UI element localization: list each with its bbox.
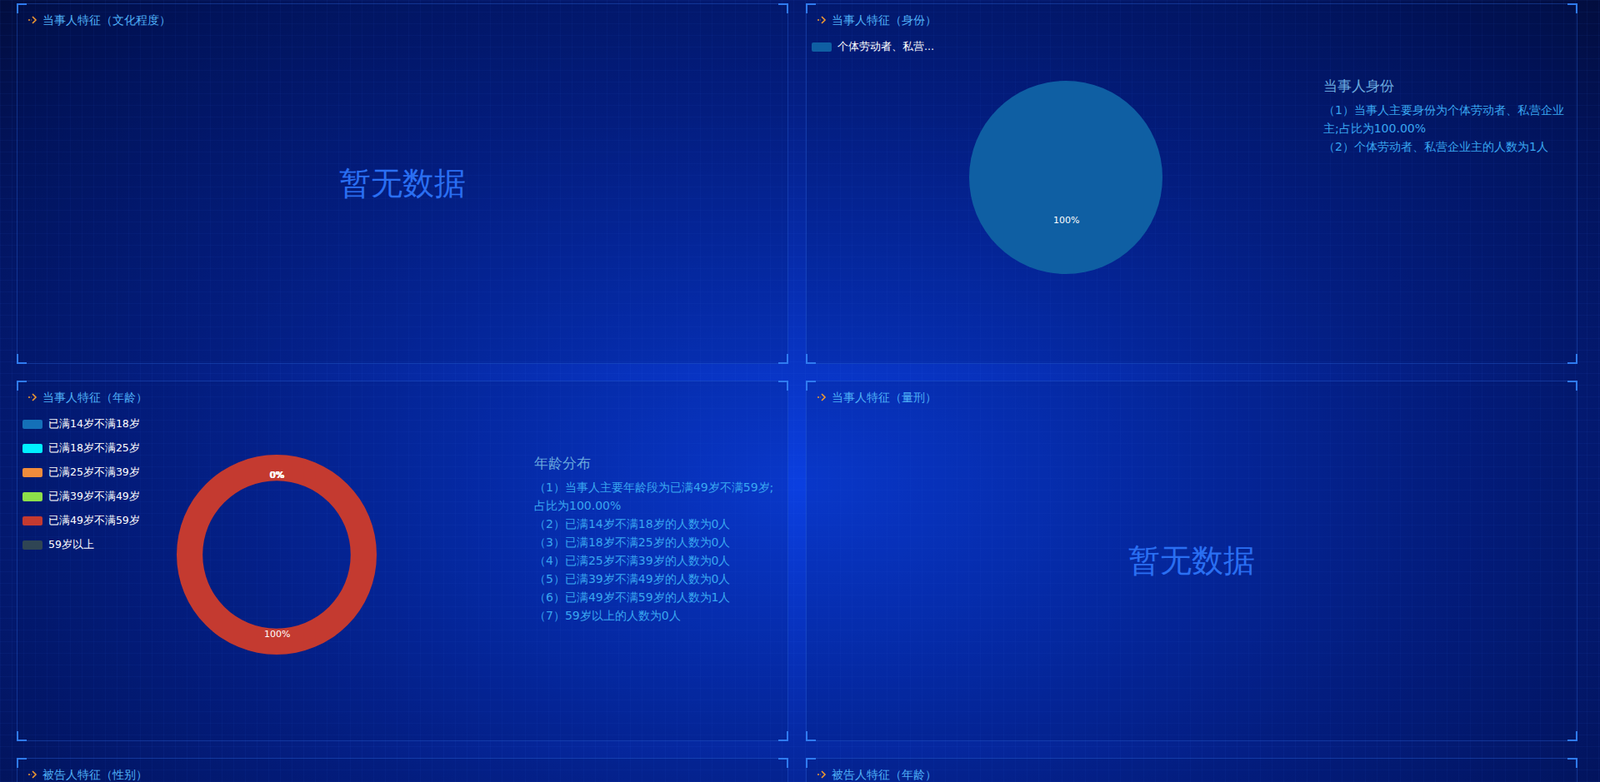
- html-text:（6）已满49岁不满59岁的人数为1人: （6）已满49岁不满59岁的人数为1人: [534, 590, 731, 605]
- html-text:被告人特征（年龄）: 被告人特征（年龄）: [831, 768, 937, 782]
- html-text:（2）已满14岁不满18岁的人数为0人: （2）已满14岁不满18岁的人数为0人: [534, 517, 731, 531]
- html-text:（7）59岁以上的人数为0人: （7）59岁以上的人数为0人: [534, 609, 681, 623]
- html-text:暂无数据: 暂无数据: [1128, 542, 1255, 580]
- html-text:已满25岁不满39岁: 已满25岁不满39岁: [48, 465, 140, 479]
- html-text:已满49岁不满59岁: 已满49岁不满59岁: [48, 514, 140, 527]
- html-text:（1）当事人主要年龄段为已满49岁不满59岁;占比为100.: （1）当事人主要年龄段为已满49岁不满59岁;占比为100.00%: [534, 480, 774, 513]
- svg-text:0%: 0%: [270, 470, 285, 481]
- html-text:当事人身份: 当事人身份: [1323, 78, 1395, 95]
- svg-text:0%: 0%: [270, 470, 285, 481]
- html-text:已满39岁不满49岁: 已满39岁不满49岁: [48, 490, 140, 503]
- svg-text:0%: 0%: [270, 470, 285, 481]
- html-text:（5）已满39岁不满49岁的人数为0人: （5）已满39岁不满49岁的人数为0人: [534, 572, 731, 586]
- html-text:（1）当事人主要身份为个体劳动者、私营企业主;占比为100.: （1）当事人主要身份为个体劳动者、私营企业主;占比为100.00%: [1323, 103, 1565, 135]
- html-text:59岁以上: 59岁以上: [48, 538, 95, 551]
- html-text:年龄分布: 年龄分布: [534, 455, 591, 472]
- html-text:个体劳动者、私营...: 个体劳动者、私营...: [837, 40, 935, 53]
- html-text:被告人特征（性别）: 被告人特征（性别）: [42, 768, 148, 782]
- svg-text:100%: 100%: [264, 629, 290, 640]
- html-text:（3）已满18岁不满25岁的人数为0人: （3）已满18岁不满25岁的人数为0人: [534, 535, 731, 550]
- html-text:当事人特征（身份）: 当事人特征（身份）: [831, 13, 937, 27]
- svg-text:0%: 0%: [270, 470, 285, 481]
- svg-text:0%: 0%: [269, 470, 284, 481]
- html-text:当事人特征（年龄）: 当事人特征（年龄）: [42, 390, 148, 405]
- html-text:暂无数据: 暂无数据: [339, 165, 466, 202]
- html-text:（2）个体劳动者、私营企业主的人数为1人: （2）个体劳动者、私营企业主的人数为1人: [1323, 140, 1549, 154]
- svg-text:100%: 100%: [1053, 215, 1080, 226]
- html-text:已满14岁不满18岁: 已满14岁不满18岁: [48, 417, 140, 430]
- html-text:当事人特征（量刑）: 当事人特征（量刑）: [831, 390, 937, 405]
- html-text:当事人特征（文化程度）: 当事人特征（文化程度）: [42, 13, 171, 27]
- html-text:（4）已满25岁不满39岁的人数为0人: （4）已满25岁不满39岁的人数为0人: [534, 554, 731, 568]
- html-text:已满18岁不满25岁: 已满18岁不满25岁: [48, 441, 140, 455]
